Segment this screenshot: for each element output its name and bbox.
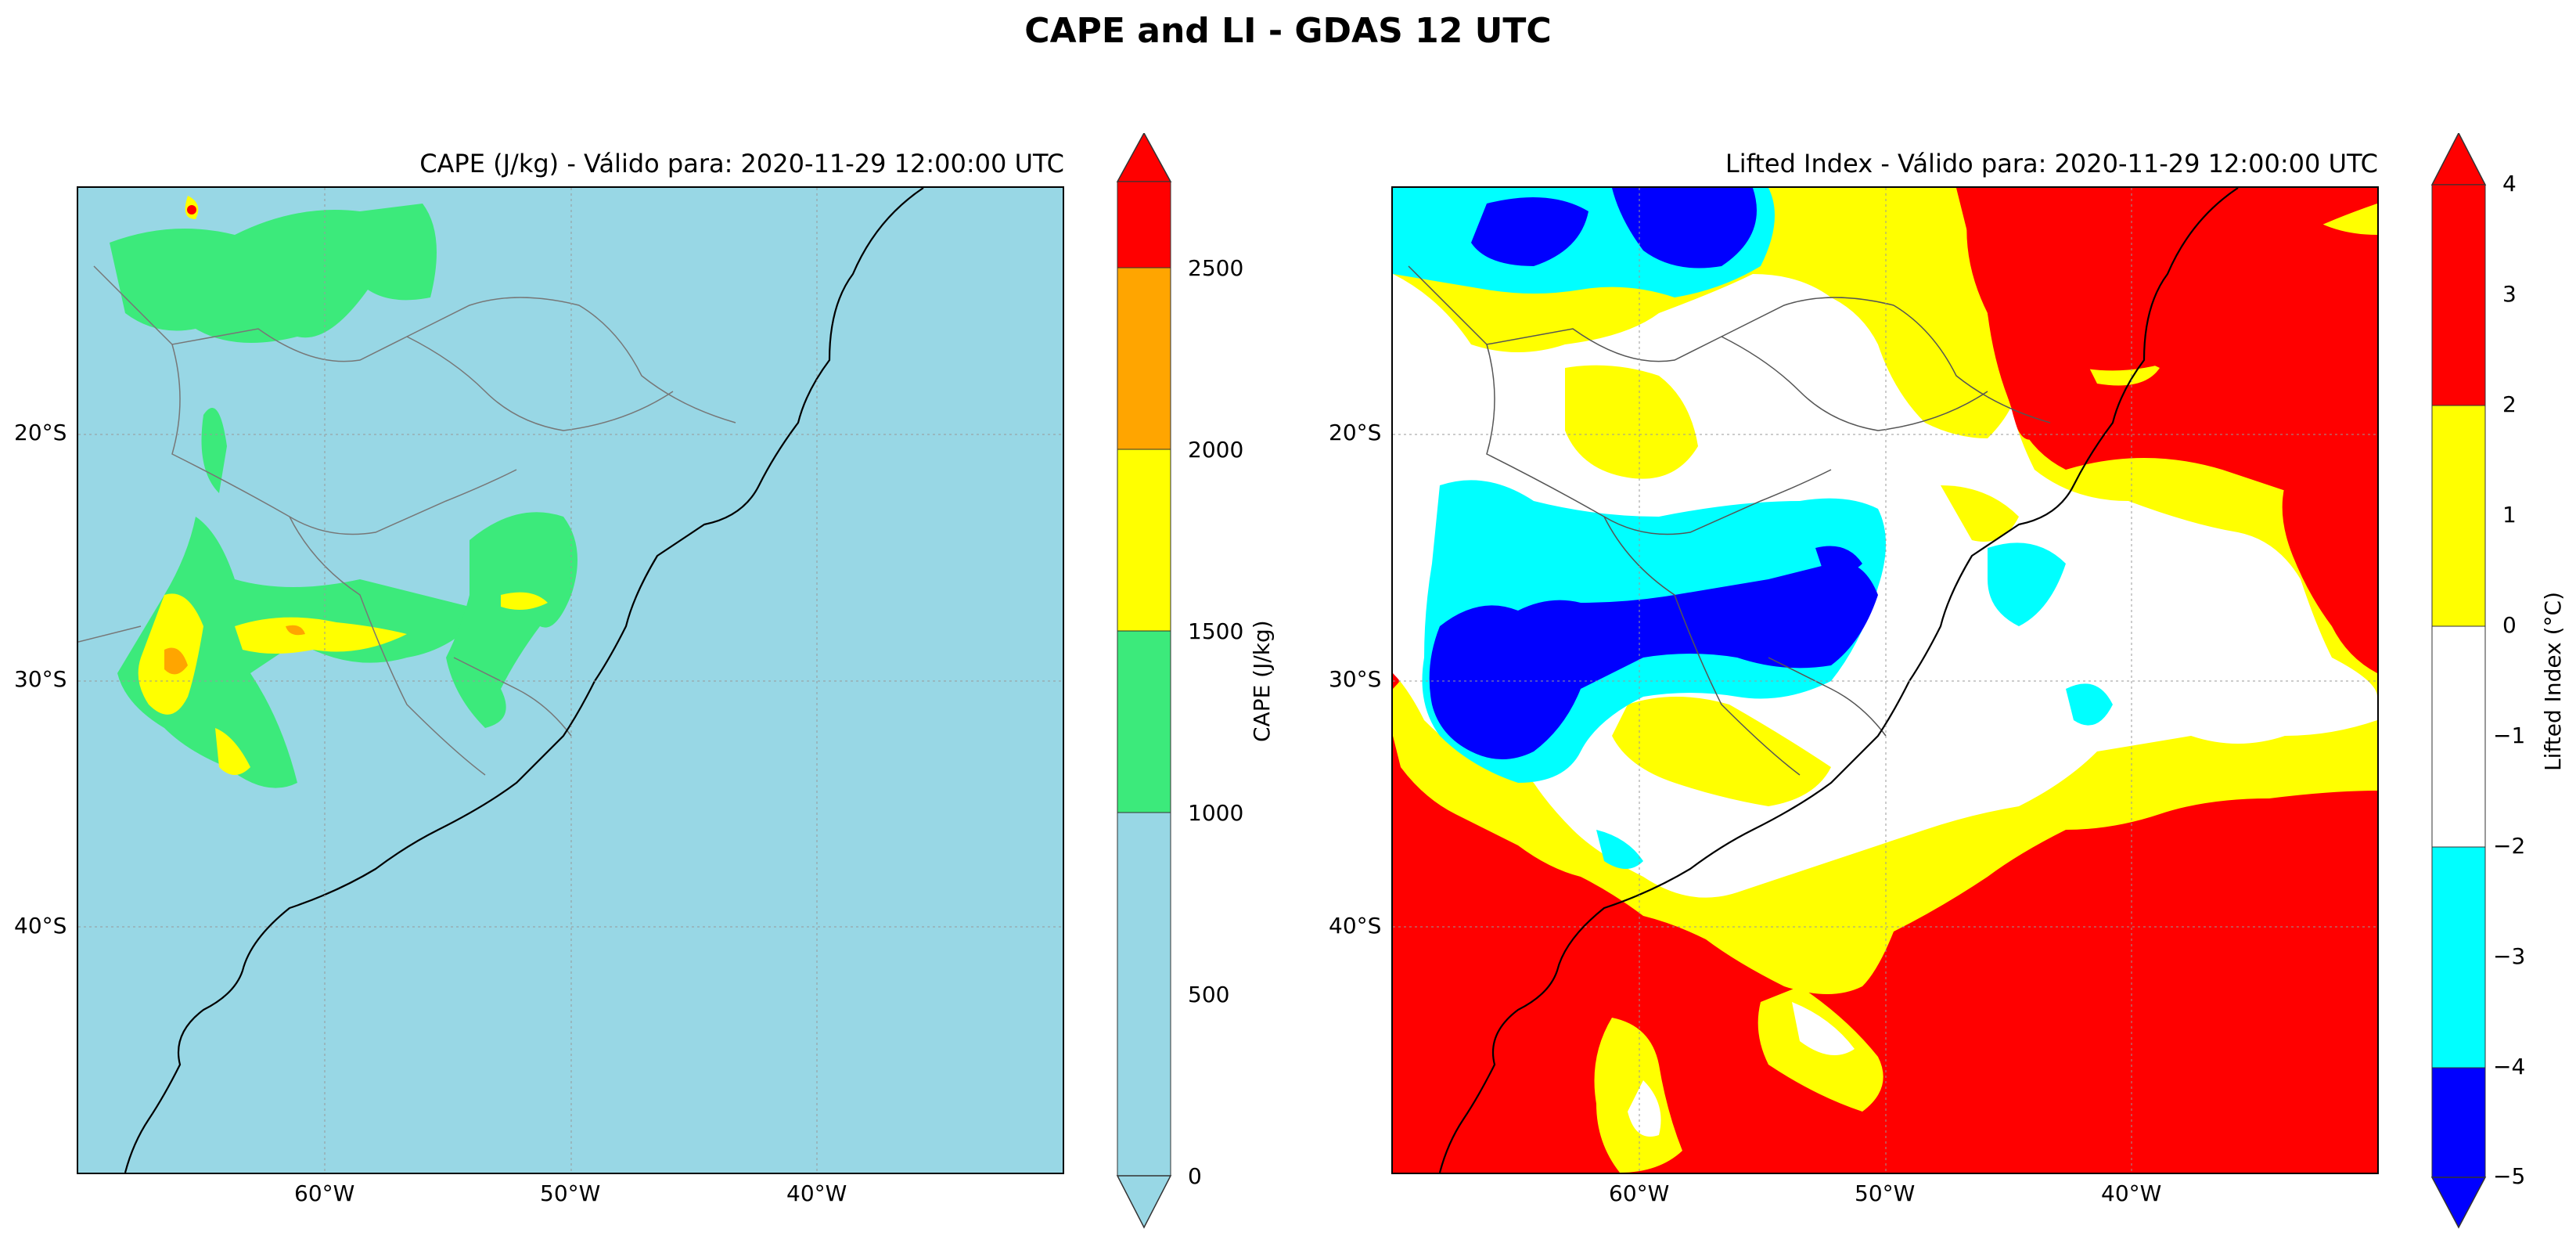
li-cbar-extend-top <box>2430 132 2487 186</box>
cape-lat-label-40s: 40°S <box>14 913 67 939</box>
cape-cbar-tick-1500: 1500 <box>1188 618 1244 644</box>
cape-lat-label-30s: 30°S <box>14 666 67 692</box>
cape-cbar-tick-2500: 2500 <box>1188 255 1244 281</box>
cape-colorbar <box>1116 132 1172 1229</box>
li-cbar-blue <box>2431 1067 2486 1178</box>
cape-cbar-lightblue <box>1117 812 1171 1177</box>
cape-lon-label-40w: 40°W <box>786 1180 847 1206</box>
cape-map <box>77 186 1064 1174</box>
cape-cbar-tick-2000: 2000 <box>1188 437 1244 463</box>
cape-cbar-orange <box>1117 267 1171 450</box>
li-lon-label-50w: 50°W <box>1855 1180 1916 1206</box>
li-map-svg <box>1393 188 2377 1173</box>
li-colorbar <box>2430 132 2487 1229</box>
cape-cbar-red <box>1117 181 1171 269</box>
cape-2000-2500-areas <box>164 625 305 675</box>
cape-1500-2000-areas <box>138 196 548 775</box>
li-cbar-tick-3: 3 <box>2502 281 2517 307</box>
li-lon-label-40w: 40°W <box>2101 1180 2162 1206</box>
li-cbar-tick-minus1: −1 <box>2493 723 2526 748</box>
li-lat-label-20s: 20°S <box>1329 420 1382 445</box>
li-cbar-tick-4: 4 <box>2502 171 2517 196</box>
li-cbar-tick-minus3: −3 <box>2493 943 2526 969</box>
li-cbar-tick-minus5: −5 <box>2493 1163 2526 1189</box>
li-lat-label-40s: 40°S <box>1329 913 1382 939</box>
li-cbar-red <box>2431 184 2486 406</box>
cape-cbar-yellow <box>1117 449 1171 632</box>
li-panel-title: Lifted Index - Válido para: 2020-11-29 1… <box>1725 149 2378 178</box>
cape-coastline <box>124 188 924 1173</box>
cape-cbar-label: CAPE (J/kg) <box>1249 620 1275 742</box>
figure-title: CAPE and LI - GDAS 12 UTC <box>1024 11 1552 51</box>
li-cbar-tick-2: 2 <box>2502 391 2517 417</box>
cape-cbar-tick-0: 0 <box>1188 1163 1202 1189</box>
li-cbar-tick-1: 1 <box>2502 502 2517 528</box>
cape-cbar-tick-500: 500 <box>1188 982 1230 1007</box>
cape-lon-label-60w: 60°W <box>294 1180 355 1206</box>
cape-cbar-green <box>1117 630 1171 813</box>
cape-map-svg <box>78 188 1063 1173</box>
cape-country-borders <box>78 265 736 776</box>
li-cbar-yellow <box>2431 405 2486 627</box>
li-cbar-extend-bottom <box>2430 1177 2487 1229</box>
li-cbar-cyan <box>2431 846 2486 1069</box>
cape-above-2500-areas <box>187 205 196 214</box>
li-yellow-interior <box>1565 365 2019 806</box>
cape-1000-1500-areas <box>110 204 577 788</box>
cape-cbar-tick-1000: 1000 <box>1188 800 1244 826</box>
li-cbar-white <box>2431 625 2486 848</box>
cape-lat-label-20s: 20°S <box>14 420 67 445</box>
cape-cbar-extend-bottom <box>1116 1175 1172 1229</box>
li-blue-areas <box>1429 188 1878 759</box>
li-cbar-label: Lifted Index (°C) <box>2540 591 2566 771</box>
cape-lon-label-50w: 50°W <box>540 1180 601 1206</box>
li-cbar-tick-minus4: −4 <box>2493 1054 2526 1079</box>
li-cbar-tick-0: 0 <box>2502 612 2517 638</box>
li-map <box>1391 186 2379 1174</box>
li-lat-label-30s: 30°S <box>1329 666 1382 692</box>
cape-panel-title: CAPE (J/kg) - Válido para: 2020-11-29 12… <box>419 149 1064 178</box>
cape-cbar-extend-top <box>1116 132 1172 182</box>
li-lon-label-60w: 60°W <box>1609 1180 1670 1206</box>
li-cbar-tick-minus2: −2 <box>2493 833 2526 859</box>
li-country-borders <box>1408 265 2051 776</box>
li-coastline <box>1438 188 2239 1173</box>
